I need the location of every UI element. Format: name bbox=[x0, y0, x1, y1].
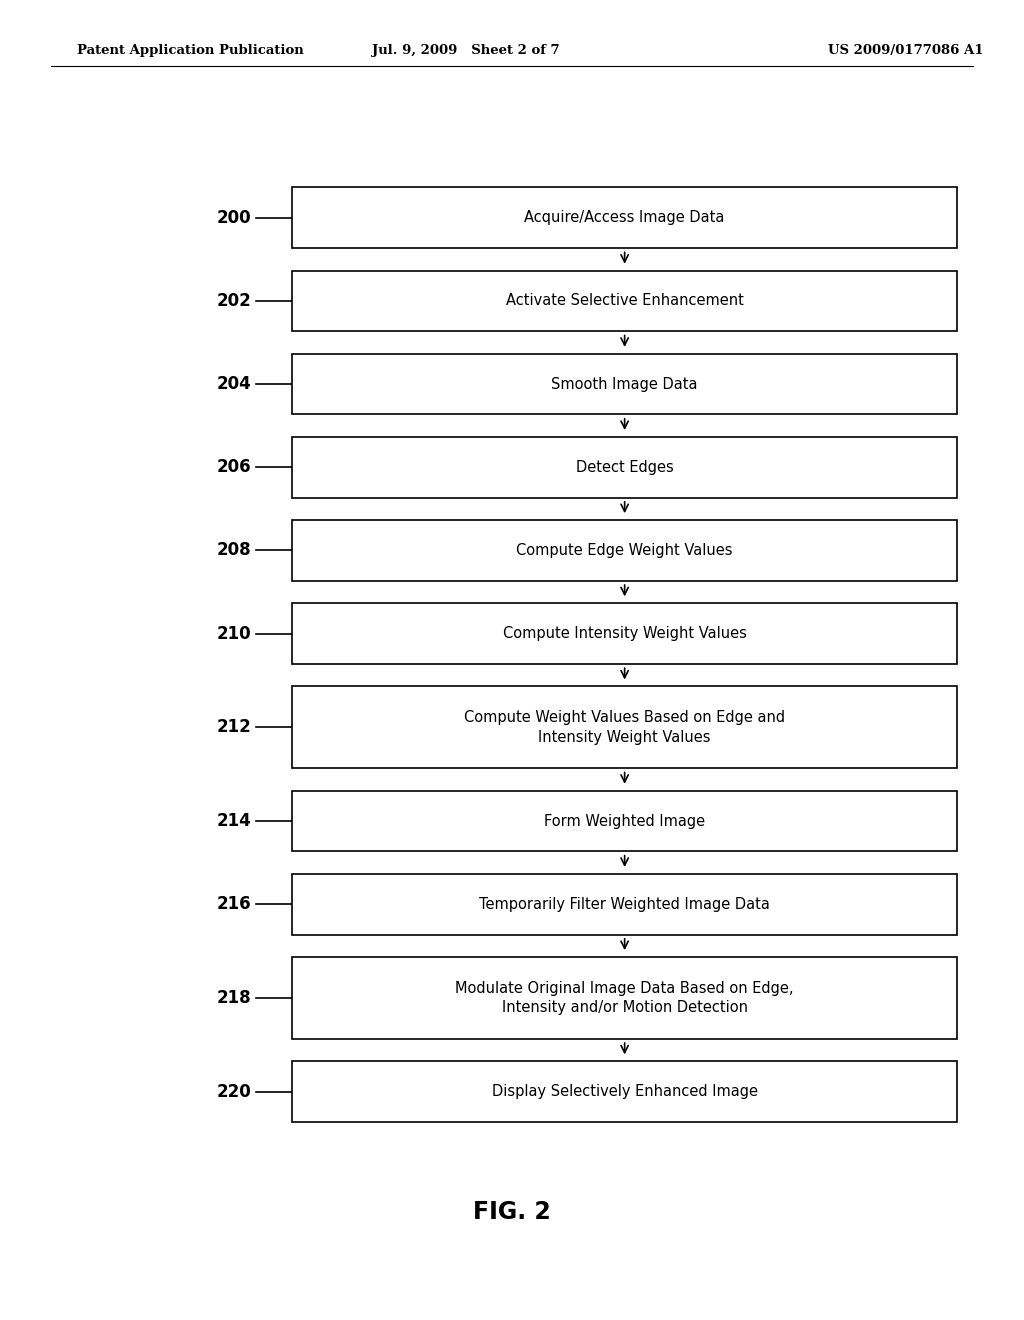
Text: Compute Edge Weight Values: Compute Edge Weight Values bbox=[516, 543, 733, 558]
Text: US 2009/0177086 A1: US 2009/0177086 A1 bbox=[828, 44, 984, 57]
Bar bbox=[292, 354, 957, 414]
Text: 210: 210 bbox=[216, 624, 251, 643]
Bar bbox=[292, 957, 957, 1039]
Text: Patent Application Publication: Patent Application Publication bbox=[77, 44, 303, 57]
Text: 212: 212 bbox=[216, 718, 251, 737]
Text: Jul. 9, 2009   Sheet 2 of 7: Jul. 9, 2009 Sheet 2 of 7 bbox=[372, 44, 560, 57]
Text: FIG. 2: FIG. 2 bbox=[473, 1200, 551, 1224]
Text: 202: 202 bbox=[216, 292, 251, 310]
Bar bbox=[292, 791, 957, 851]
Bar bbox=[292, 437, 957, 498]
Text: Activate Selective Enhancement: Activate Selective Enhancement bbox=[506, 293, 743, 309]
Text: 214: 214 bbox=[216, 812, 251, 830]
Bar bbox=[292, 603, 957, 664]
Text: 220: 220 bbox=[216, 1082, 251, 1101]
Text: 206: 206 bbox=[216, 458, 251, 477]
Text: 204: 204 bbox=[216, 375, 251, 393]
Text: Modulate Original Image Data Based on Edge,
Intensity and/or Motion Detection: Modulate Original Image Data Based on Ed… bbox=[456, 981, 794, 1015]
Text: Detect Edges: Detect Edges bbox=[575, 459, 674, 475]
Bar bbox=[292, 874, 957, 935]
Text: 216: 216 bbox=[216, 895, 251, 913]
Text: 200: 200 bbox=[216, 209, 251, 227]
Text: 218: 218 bbox=[216, 989, 251, 1007]
Text: Form Weighted Image: Form Weighted Image bbox=[544, 813, 706, 829]
Text: 208: 208 bbox=[216, 541, 251, 560]
Bar bbox=[292, 1061, 957, 1122]
Text: Compute Intensity Weight Values: Compute Intensity Weight Values bbox=[503, 626, 746, 642]
Text: Acquire/Access Image Data: Acquire/Access Image Data bbox=[524, 210, 725, 226]
Text: Display Selectively Enhanced Image: Display Selectively Enhanced Image bbox=[492, 1084, 758, 1100]
Bar bbox=[292, 520, 957, 581]
Text: Smooth Image Data: Smooth Image Data bbox=[551, 376, 698, 392]
Bar bbox=[292, 686, 957, 768]
Text: Compute Weight Values Based on Edge and
Intensity Weight Values: Compute Weight Values Based on Edge and … bbox=[464, 710, 785, 744]
Text: Temporarily Filter Weighted Image Data: Temporarily Filter Weighted Image Data bbox=[479, 896, 770, 912]
Bar bbox=[292, 187, 957, 248]
Bar bbox=[292, 271, 957, 331]
